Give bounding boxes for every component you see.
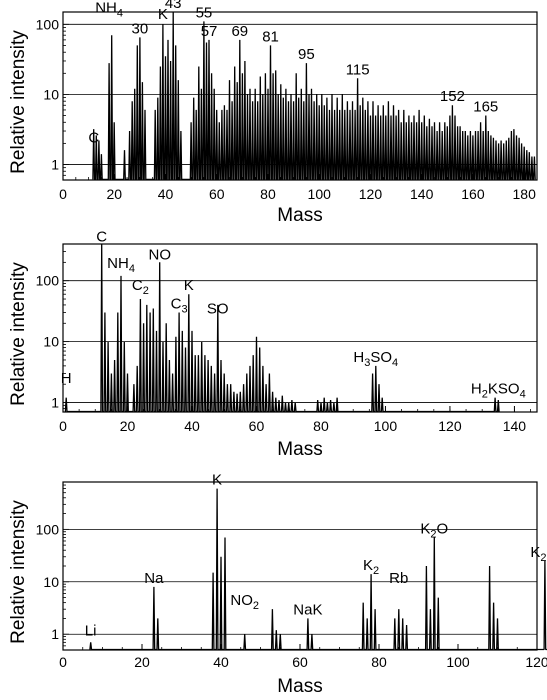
x-tick-label: 80 (371, 654, 387, 670)
x-axis-label: Mass (277, 439, 322, 460)
peak-annotation: H3SO4 (353, 349, 398, 369)
x-tick-label: 40 (213, 654, 229, 670)
x-axis-label: Mass (277, 676, 322, 697)
peak-annotation: H (61, 370, 72, 387)
peak-annotation: C2 (132, 277, 149, 297)
peak-annotation: C3 (171, 296, 188, 316)
x-tick-label: 20 (120, 418, 136, 434)
peak-annotation: K (212, 472, 222, 489)
y-tick-label: 100 (36, 16, 60, 32)
x-tick-label: 100 (308, 186, 332, 202)
x-tick-label: 120 (525, 654, 547, 670)
peak-annotation: K2NO2 (530, 544, 547, 564)
x-tick-label: 120 (359, 186, 383, 202)
peak-annotation: 115 (346, 61, 370, 78)
y-axis-label: Relative intensity (8, 30, 29, 174)
x-tick-label: 180 (513, 186, 537, 202)
peak-annotation: 55 (196, 4, 213, 21)
peak-annotation: 57 (201, 23, 218, 40)
peak-annotation: K (158, 6, 168, 23)
peak-annotation: 43 (165, 0, 182, 12)
x-tick-label: 60 (292, 654, 308, 670)
spectrum-line (92, 11, 536, 181)
peak-annotation: SO (207, 300, 229, 317)
x-tick-label: 160 (461, 186, 485, 202)
x-tick-label: 140 (410, 186, 434, 202)
x-tick-label: 80 (313, 418, 329, 434)
x-tick-label: 140 (503, 418, 527, 434)
peak-annotation: NH4 (107, 255, 135, 275)
x-tick-label: 120 (438, 418, 462, 434)
peak-annotation: K2O (420, 520, 448, 540)
y-tick-label: 10 (43, 574, 59, 590)
peak-annotation: Rb (389, 570, 408, 587)
plot-frame (62, 481, 538, 651)
panel-1: 1 10 100 0 20 40 60 80 100 120 140 160 180 Mass Relati… (8, 0, 538, 226)
y-tick-label: 10 (43, 334, 59, 350)
panel-3: 1 10 100 0 20 40 60 80 100 120 Mass Relative intens… (8, 472, 547, 697)
x-tick-label: 80 (260, 186, 276, 202)
peak-annotation: K2 (363, 557, 379, 577)
peak-annotation: C (96, 228, 107, 245)
peak-annotation: H2KSO4 (471, 381, 526, 401)
peak-annotation: 69 (231, 23, 248, 40)
y-tick-label: 1 (51, 395, 59, 411)
panel-2: 1 10 100 0 20 40 60 80 100 120 140 Mass Relative int… (8, 228, 538, 460)
peak-annotation: C (88, 130, 99, 147)
y-tick-label: 100 (36, 521, 60, 537)
x-tick-label: 0 (59, 654, 67, 670)
peak-annotation: Na (144, 570, 164, 587)
peak-annotation: 81 (262, 28, 279, 45)
y-tick-label: 100 (36, 273, 60, 289)
peak-annotation: Li (85, 622, 97, 639)
peak-annotation: NaK (293, 601, 322, 618)
y-axis-label: Relative intensity (8, 500, 29, 644)
x-tick-label: 40 (158, 186, 174, 202)
x-tick-label: 100 (446, 654, 470, 670)
peak-annotation: NH4 (95, 0, 123, 19)
plot-frame (62, 243, 538, 413)
peak-annotation: 30 (132, 20, 149, 37)
x-tick-label: 0 (59, 186, 67, 202)
x-tick-label: 60 (249, 418, 265, 434)
peak-annotation: 95 (298, 46, 315, 63)
y-tick-label: 1 (51, 626, 59, 642)
peak-annotation: NO (148, 247, 171, 264)
plot-frame (62, 11, 538, 181)
x-tick-label: 20 (106, 186, 122, 202)
peak-annotation: 152 (440, 88, 465, 105)
x-axis-label: Mass (277, 205, 322, 226)
x-tick-label: 100 (374, 418, 398, 434)
x-tick-label: 60 (209, 186, 225, 202)
y-tick-label: 1 (51, 156, 59, 172)
peak-annotation: NO2 (230, 592, 259, 612)
x-tick-label: 20 (134, 654, 150, 670)
x-tick-label: 40 (184, 418, 200, 434)
x-tick-label: 0 (59, 418, 67, 434)
peak-annotation: K (184, 277, 194, 294)
y-axis-label: Relative intensity (8, 262, 29, 406)
peak-annotation: 165 (473, 98, 498, 115)
y-tick-label: 10 (43, 86, 59, 102)
